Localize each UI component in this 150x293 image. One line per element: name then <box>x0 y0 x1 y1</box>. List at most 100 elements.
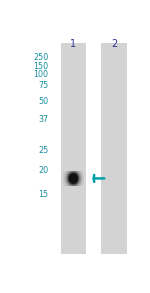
Bar <box>83 174 84 175</box>
Bar <box>70 171 71 172</box>
Bar <box>72 184 73 185</box>
Bar <box>73 171 74 172</box>
Bar <box>63 180 64 181</box>
Text: 2: 2 <box>111 39 117 49</box>
Bar <box>74 171 75 172</box>
Bar <box>68 177 69 178</box>
Bar <box>64 176 65 177</box>
Bar <box>70 172 71 173</box>
Bar <box>73 175 74 176</box>
Bar <box>63 179 64 180</box>
Bar <box>72 179 73 180</box>
Bar <box>80 184 81 185</box>
Bar <box>67 181 68 182</box>
Bar <box>71 181 72 182</box>
Bar <box>76 171 77 172</box>
Bar <box>73 181 74 182</box>
Bar <box>78 173 79 174</box>
Bar <box>68 179 69 180</box>
Text: 150: 150 <box>33 62 48 71</box>
Bar <box>63 178 64 179</box>
Bar <box>75 176 76 177</box>
Bar <box>77 173 78 174</box>
Bar <box>69 174 70 175</box>
Bar <box>79 181 80 182</box>
Bar <box>78 184 79 185</box>
Bar <box>76 176 77 177</box>
Bar <box>75 184 76 185</box>
Bar <box>74 175 75 176</box>
Bar <box>67 183 68 184</box>
Bar <box>74 179 75 180</box>
Bar <box>71 171 72 172</box>
Bar <box>78 185 79 186</box>
Bar <box>71 177 72 178</box>
Bar <box>71 183 72 184</box>
Bar <box>70 175 71 176</box>
Bar <box>66 174 67 175</box>
Bar <box>68 182 69 183</box>
Bar <box>67 172 68 173</box>
Bar <box>61 43 86 254</box>
Bar <box>73 177 74 178</box>
Text: 1: 1 <box>70 39 76 49</box>
Bar <box>76 177 77 178</box>
Bar <box>81 174 82 175</box>
Bar <box>64 184 65 185</box>
Bar <box>68 174 69 175</box>
Bar <box>79 171 80 172</box>
Bar <box>74 174 75 175</box>
Bar <box>67 184 68 185</box>
Bar <box>75 179 76 180</box>
Bar <box>75 185 76 186</box>
Bar <box>69 181 70 182</box>
Text: 37: 37 <box>38 115 48 124</box>
Bar <box>79 185 80 186</box>
Bar <box>66 183 67 184</box>
Bar <box>68 173 69 174</box>
Bar <box>79 175 80 176</box>
Bar <box>70 177 71 178</box>
Bar <box>82 181 83 182</box>
Bar <box>77 182 78 183</box>
Bar <box>79 176 80 177</box>
Bar <box>77 171 78 172</box>
Bar <box>74 182 75 183</box>
Bar <box>64 181 65 182</box>
Bar <box>66 181 67 182</box>
Bar <box>66 177 67 178</box>
Bar <box>79 174 80 175</box>
Bar <box>71 185 72 186</box>
Text: 250: 250 <box>33 53 48 62</box>
Bar <box>66 176 67 177</box>
Bar <box>81 175 82 176</box>
Bar <box>72 180 73 181</box>
Bar <box>72 177 73 178</box>
Bar <box>66 173 67 174</box>
Bar <box>65 183 66 184</box>
Bar <box>71 180 72 181</box>
Bar <box>68 178 69 179</box>
Bar <box>76 178 77 179</box>
Bar <box>73 179 74 180</box>
Bar <box>73 176 74 177</box>
Bar <box>82 179 83 180</box>
Bar <box>80 180 81 181</box>
Bar <box>66 178 67 179</box>
Text: 100: 100 <box>33 70 48 79</box>
Bar <box>77 177 78 178</box>
Bar <box>83 178 84 179</box>
Bar <box>77 178 78 179</box>
Bar <box>82 185 83 186</box>
Bar <box>72 175 73 176</box>
Bar <box>79 179 80 180</box>
Bar <box>73 172 74 173</box>
Bar <box>78 171 79 172</box>
Bar <box>76 175 77 176</box>
Bar <box>72 173 73 174</box>
Bar <box>65 184 66 185</box>
Bar <box>73 183 74 184</box>
Bar <box>72 176 73 177</box>
Bar <box>71 176 72 177</box>
Bar <box>77 179 78 180</box>
